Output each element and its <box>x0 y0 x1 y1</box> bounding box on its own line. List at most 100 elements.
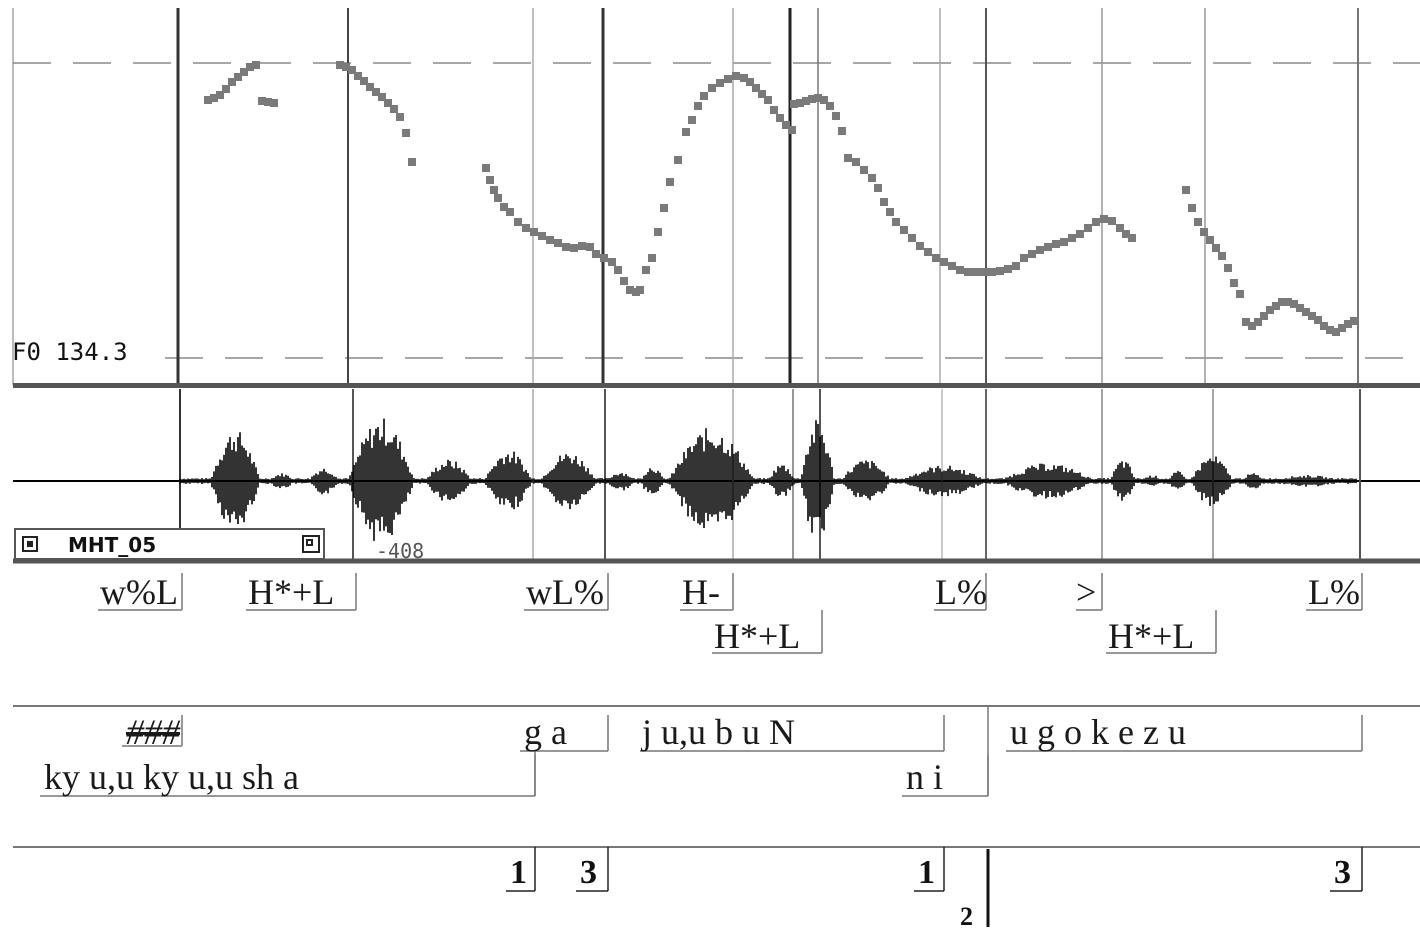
f0-point <box>916 242 924 250</box>
break-index-label[interactable]: 3 <box>580 854 597 891</box>
f0-point <box>1188 204 1196 212</box>
f0-point <box>732 72 740 80</box>
tone-label[interactable]: H*+L <box>1108 616 1195 656</box>
f0-point <box>886 208 894 216</box>
f0-point <box>654 228 662 236</box>
f0-point <box>764 96 772 104</box>
f0-panel-background <box>13 8 1420 385</box>
f0-point <box>1278 298 1286 306</box>
f0-point <box>396 113 404 121</box>
tone-label[interactable]: H*+L <box>248 572 335 612</box>
f0-point <box>490 186 498 194</box>
f0-point <box>700 92 708 100</box>
f0-point <box>908 234 916 242</box>
f0-point <box>716 79 724 87</box>
f0-point <box>724 75 732 83</box>
f0-point <box>586 243 594 251</box>
f0-point <box>1122 230 1130 238</box>
tone-label[interactable]: w%L <box>100 572 178 612</box>
f0-point <box>682 128 690 136</box>
tone-label[interactable]: H- <box>682 572 720 612</box>
f0-point <box>892 218 900 226</box>
f0-point <box>782 121 790 129</box>
f0-point <box>408 158 416 166</box>
word-label[interactable]: j u,u b u N <box>642 712 795 752</box>
window-menu-icon[interactable] <box>22 536 38 552</box>
f0-point <box>482 164 490 172</box>
f0-point <box>270 99 278 107</box>
f0-point <box>826 102 834 110</box>
f0-point <box>384 99 392 107</box>
f0-point <box>746 78 754 86</box>
f0-point <box>788 126 796 134</box>
f0-pitch-panel[interactable] <box>0 0 1420 385</box>
break-index-label[interactable]: 1 <box>918 854 935 891</box>
f0-point <box>1200 228 1208 236</box>
waveform-window-titlebar[interactable]: MHT_05 <box>14 528 325 560</box>
f0-point <box>1100 215 1108 223</box>
f0-point <box>1068 234 1076 242</box>
word-label[interactable]: g a <box>524 712 567 752</box>
f0-point <box>796 99 804 107</box>
f0-point <box>1290 300 1298 308</box>
break-index-label[interactable]: 3 <box>1334 854 1351 891</box>
tone-label[interactable]: L% <box>935 572 987 612</box>
f0-point <box>776 114 784 122</box>
f0-point <box>1338 324 1346 332</box>
tone-label[interactable]: L% <box>1308 572 1360 612</box>
f0-point <box>1108 217 1116 225</box>
f0-time-cursors <box>176 8 1359 385</box>
f0-point <box>258 97 266 105</box>
f0-point <box>988 268 996 276</box>
f0-point <box>538 232 546 240</box>
f0-point <box>546 236 554 244</box>
f0-point <box>494 194 502 202</box>
word-label[interactable]: ### <box>126 712 180 752</box>
f0-point <box>570 244 578 252</box>
f0-point <box>600 254 608 262</box>
f0-point <box>874 184 882 192</box>
f0-point <box>514 218 522 226</box>
f0-point <box>1212 244 1220 252</box>
waveform-panel[interactable] <box>0 385 1420 565</box>
waveform-signal <box>179 418 1357 541</box>
word-label[interactable]: ky u,u ky u,u sh a <box>44 757 299 797</box>
f0-point <box>1036 246 1044 254</box>
f0-point <box>820 96 828 104</box>
f0-point <box>578 242 586 250</box>
f0-point <box>940 258 948 266</box>
f0-point <box>222 85 230 93</box>
annotation-tiers[interactable] <box>0 565 1420 927</box>
f0-point <box>1194 218 1202 226</box>
f0-point <box>648 254 656 262</box>
window-resize-icon[interactable] <box>302 535 320 553</box>
f0-point <box>924 248 932 256</box>
tone-label[interactable]: H*+L <box>714 616 801 656</box>
word-label[interactable]: u g o k e z u <box>1010 712 1186 752</box>
f0-point <box>378 93 386 101</box>
f0-point <box>264 98 272 106</box>
f0-point <box>486 176 494 184</box>
f0-point <box>688 116 696 124</box>
break-index-label[interactable]: 2 <box>960 902 973 931</box>
word-label[interactable]: n i <box>906 757 944 797</box>
f0-point <box>852 158 860 166</box>
f0-point <box>1128 234 1136 242</box>
f0-point <box>372 88 380 96</box>
f0-point <box>360 77 368 85</box>
f0-point <box>354 72 362 80</box>
f0-point <box>1004 265 1012 273</box>
tone-label[interactable]: > <box>1076 572 1097 612</box>
f0-point <box>342 63 350 71</box>
f0-point <box>626 286 634 294</box>
f0-point <box>948 262 956 270</box>
f0-point <box>758 90 766 98</box>
f0-point <box>1076 230 1084 238</box>
f0-point <box>500 203 508 211</box>
f0-point <box>336 61 344 69</box>
f0-point <box>592 250 600 258</box>
tone-label[interactable]: wL% <box>526 572 604 612</box>
break-index-label[interactable]: 1 <box>510 854 527 891</box>
f0-point <box>1272 302 1280 310</box>
